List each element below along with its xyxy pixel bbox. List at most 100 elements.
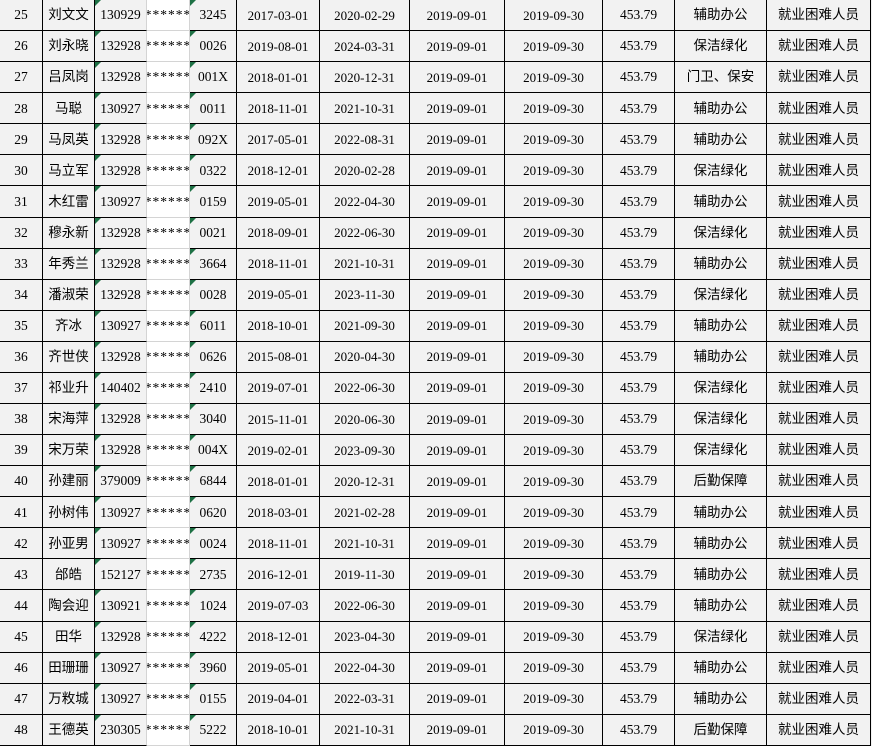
cell-amount[interactable]: 453.79	[603, 155, 675, 187]
cell-name[interactable]: 万敉城	[43, 683, 95, 715]
cell-id-suffix[interactable]: 4222	[190, 621, 237, 653]
cell-pay-period-start[interactable]: 2019-09-01	[410, 62, 505, 94]
cell-contract-start-date[interactable]: 2019-05-01	[237, 186, 320, 218]
cell-pay-period-start[interactable]: 2019-09-01	[410, 590, 505, 622]
cell-amount[interactable]: 453.79	[603, 683, 675, 715]
cell-person-category[interactable]: 就业困难人员	[767, 310, 871, 342]
cell-post-type[interactable]: 辅助办公	[675, 590, 767, 622]
cell-amount[interactable]: 453.79	[603, 62, 675, 94]
cell-name[interactable]: 齐世侠	[43, 341, 95, 373]
cell-pay-period-start[interactable]: 2019-09-01	[410, 217, 505, 249]
cell-contract-start-date[interactable]: 2019-05-01	[237, 652, 320, 684]
cell-person-category[interactable]: 就业困难人员	[767, 466, 871, 498]
cell-amount[interactable]: 453.79	[603, 714, 675, 746]
cell-pay-period-end[interactable]: 2019-09-30	[505, 714, 603, 746]
cell-person-category[interactable]: 就业困难人员	[767, 62, 871, 94]
cell-name[interactable]: 马立军	[43, 155, 95, 187]
cell-contract-start-date[interactable]: 2019-02-01	[237, 435, 320, 467]
cell-id-prefix[interactable]: 132928	[95, 62, 147, 94]
cell-post-type[interactable]: 保洁绿化	[675, 435, 767, 467]
cell-person-category[interactable]: 就业困难人员	[767, 372, 871, 405]
cell-contract-end-date[interactable]: 2021-09-30	[320, 310, 410, 342]
cell-amount[interactable]: 453.79	[603, 435, 675, 467]
cell-id-prefix[interactable]: 132928	[95, 217, 147, 249]
cell-contract-start-date[interactable]: 2019-04-01	[237, 683, 320, 715]
cell-amount[interactable]: 453.79	[603, 248, 675, 280]
cell-person-category[interactable]: 就业困难人员	[767, 714, 871, 746]
cell-id-prefix[interactable]: 132928	[95, 248, 147, 280]
cell-id-prefix[interactable]: 132928	[95, 341, 147, 373]
cell-post-type[interactable]: 保洁绿化	[675, 372, 767, 405]
cell-id-masked[interactable]: ******	[147, 372, 190, 405]
cell-post-type[interactable]: 辅助办公	[675, 0, 767, 32]
cell-name[interactable]: 吕凤岗	[43, 62, 95, 94]
cell-post-type[interactable]: 辅助办公	[675, 341, 767, 373]
cell-name[interactable]: 潘淑荣	[43, 279, 95, 311]
cell-pay-period-end[interactable]: 2019-09-30	[505, 248, 603, 280]
cell-person-category[interactable]: 就业困难人员	[767, 404, 871, 436]
cell-id-suffix[interactable]: 3664	[190, 248, 237, 280]
cell-id-suffix[interactable]: 6844	[190, 466, 237, 498]
cell-row-number[interactable]: 37	[0, 372, 43, 405]
cell-contract-end-date[interactable]: 2022-03-31	[320, 683, 410, 715]
cell-id-suffix[interactable]: 5222	[190, 714, 237, 746]
cell-pay-period-end[interactable]: 2019-09-30	[505, 559, 603, 591]
cell-id-masked[interactable]: ******	[147, 341, 190, 373]
cell-contract-end-date[interactable]: 2020-02-29	[320, 0, 410, 32]
cell-contract-end-date[interactable]: 2021-10-31	[320, 528, 410, 560]
cell-id-masked[interactable]: ******	[147, 310, 190, 342]
cell-id-masked[interactable]: ******	[147, 590, 190, 622]
cell-id-suffix[interactable]: 0028	[190, 279, 237, 311]
cell-amount[interactable]: 453.79	[603, 186, 675, 218]
cell-contract-end-date[interactable]: 2020-02-28	[320, 155, 410, 187]
cell-pay-period-end[interactable]: 2019-09-30	[505, 124, 603, 156]
cell-id-prefix[interactable]: 130927	[95, 186, 147, 218]
cell-pay-period-end[interactable]: 2019-09-30	[505, 0, 603, 32]
cell-person-category[interactable]: 就业困难人员	[767, 186, 871, 218]
cell-id-suffix[interactable]: 0626	[190, 341, 237, 373]
cell-contract-end-date[interactable]: 2020-12-31	[320, 62, 410, 94]
cell-name[interactable]: 刘永晓	[43, 31, 95, 63]
cell-id-masked[interactable]: ******	[147, 93, 190, 125]
cell-person-category[interactable]: 就业困难人员	[767, 683, 871, 715]
cell-id-masked[interactable]: ******	[147, 124, 190, 156]
cell-id-masked[interactable]: ******	[147, 559, 190, 591]
cell-pay-period-start[interactable]: 2019-09-01	[410, 621, 505, 653]
cell-amount[interactable]: 453.79	[603, 310, 675, 342]
cell-post-type[interactable]: 辅助办公	[675, 683, 767, 715]
cell-post-type[interactable]: 辅助办公	[675, 248, 767, 280]
cell-row-number[interactable]: 33	[0, 248, 43, 280]
cell-id-masked[interactable]: ******	[147, 217, 190, 249]
cell-id-masked[interactable]: ******	[147, 652, 190, 684]
cell-contract-end-date[interactable]: 2021-02-28	[320, 497, 410, 529]
cell-row-number[interactable]: 32	[0, 217, 43, 249]
cell-contract-end-date[interactable]: 2021-10-31	[320, 248, 410, 280]
cell-name[interactable]: 马聪	[43, 93, 95, 125]
cell-row-number[interactable]: 27	[0, 62, 43, 94]
cell-contract-end-date[interactable]: 2023-11-30	[320, 279, 410, 311]
cell-row-number[interactable]: 44	[0, 590, 43, 622]
cell-id-prefix[interactable]: 379009	[95, 466, 147, 498]
cell-id-prefix[interactable]: 132928	[95, 404, 147, 436]
cell-id-suffix[interactable]: 1024	[190, 590, 237, 622]
cell-contract-start-date[interactable]: 2018-01-01	[237, 466, 320, 498]
cell-pay-period-start[interactable]: 2019-09-01	[410, 528, 505, 560]
cell-row-number[interactable]: 41	[0, 497, 43, 529]
cell-name[interactable]: 孙亚男	[43, 528, 95, 560]
cell-pay-period-end[interactable]: 2019-09-30	[505, 528, 603, 560]
cell-id-masked[interactable]: ******	[147, 466, 190, 498]
cell-post-type[interactable]: 保洁绿化	[675, 279, 767, 311]
cell-id-suffix[interactable]: 0159	[190, 186, 237, 218]
cell-name[interactable]: 年秀兰	[43, 248, 95, 280]
cell-id-suffix[interactable]: 0021	[190, 217, 237, 249]
cell-id-prefix[interactable]: 132928	[95, 279, 147, 311]
cell-row-number[interactable]: 26	[0, 31, 43, 63]
cell-id-prefix[interactable]: 152127	[95, 559, 147, 591]
cell-row-number[interactable]: 45	[0, 621, 43, 653]
cell-name[interactable]: 邰皓	[43, 559, 95, 591]
cell-pay-period-start[interactable]: 2019-09-01	[410, 93, 505, 125]
cell-pay-period-end[interactable]: 2019-09-30	[505, 652, 603, 684]
cell-amount[interactable]: 453.79	[603, 217, 675, 249]
cell-id-masked[interactable]: ******	[147, 248, 190, 280]
cell-post-type[interactable]: 保洁绿化	[675, 621, 767, 653]
